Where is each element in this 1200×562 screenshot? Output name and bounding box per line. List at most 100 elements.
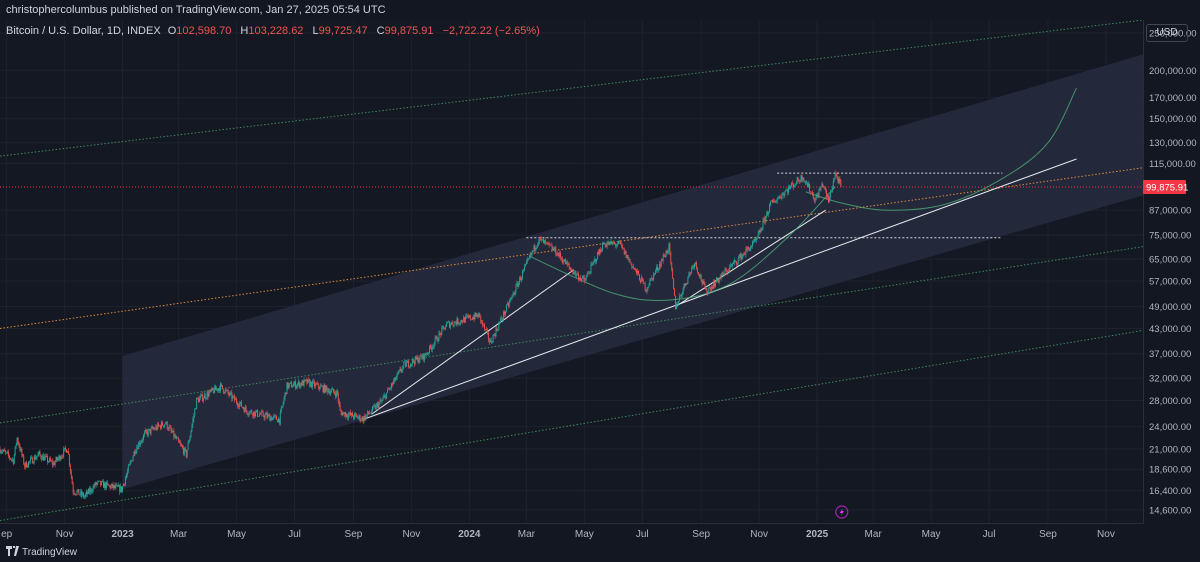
- candle: [148, 428, 150, 431]
- candle: [762, 217, 764, 231]
- candle-body: [88, 488, 90, 493]
- candle-body: [606, 243, 608, 247]
- candle-body: [231, 392, 233, 400]
- candle-body: [498, 323, 500, 330]
- candle: [151, 424, 153, 429]
- candle-body: [92, 486, 94, 492]
- candle-body: [679, 295, 681, 297]
- candle-body: [818, 189, 820, 198]
- candle-body: [517, 283, 519, 287]
- candle: [90, 487, 92, 495]
- candle-body: [267, 414, 269, 418]
- candle: [180, 440, 181, 447]
- candle: [382, 395, 384, 402]
- candle-body: [510, 297, 512, 300]
- candle: [7, 450, 9, 455]
- candle: [704, 281, 706, 290]
- candle-body: [682, 288, 684, 294]
- candle-body: [545, 242, 547, 243]
- candle: [775, 199, 777, 204]
- candle: [623, 247, 625, 256]
- candle: [299, 382, 301, 389]
- candle-body: [15, 444, 17, 447]
- candle: [495, 325, 497, 338]
- candle: [241, 406, 243, 409]
- candle-body: [63, 449, 65, 457]
- currency-selector[interactable]: USD: [1146, 24, 1188, 42]
- candle: [118, 482, 120, 487]
- candle: [742, 253, 744, 259]
- candle: [341, 410, 343, 417]
- candle-body: [660, 260, 662, 267]
- candle-body: [584, 279, 586, 281]
- candle-body: [404, 361, 406, 363]
- candle-body: [536, 246, 538, 248]
- candle-body: [192, 419, 194, 426]
- candle: [186, 449, 188, 459]
- y-tick-label: 170,000.00: [1149, 93, 1197, 104]
- tradingview-brand[interactable]: TradingView: [22, 547, 78, 558]
- candle-body: [391, 383, 392, 389]
- candle: [212, 387, 214, 391]
- candle: [723, 272, 725, 276]
- candle: [205, 397, 207, 400]
- candle-body: [549, 244, 551, 246]
- candle: [518, 281, 520, 288]
- candle-body: [215, 386, 217, 390]
- candle-body: [657, 266, 658, 271]
- candle-body: [637, 270, 638, 274]
- candle: [370, 412, 371, 414]
- candle: [738, 254, 740, 261]
- candle-body: [491, 342, 493, 344]
- candle: [833, 177, 835, 183]
- candle: [714, 279, 715, 289]
- candle: [351, 412, 352, 419]
- candle-body: [103, 481, 105, 488]
- candle-body: [548, 242, 550, 245]
- candle-body: [700, 275, 702, 281]
- candle: [724, 267, 726, 276]
- candle-body: [826, 189, 828, 197]
- candle: [488, 337, 490, 345]
- candle: [436, 335, 438, 342]
- candle-body: [495, 328, 497, 337]
- candle: [535, 247, 537, 253]
- candle: [429, 345, 430, 355]
- candle-body: [84, 496, 86, 498]
- candle-body: [557, 252, 559, 256]
- candle-body: [603, 243, 605, 245]
- price-chart[interactable]: 250,000.00200,000.00170,000.00150,000.00…: [0, 0, 1200, 545]
- x-tick-label: Sep: [692, 529, 710, 540]
- candle-body: [376, 403, 378, 405]
- candle-body: [788, 186, 790, 193]
- candle-body: [333, 388, 334, 392]
- candle-body: [145, 429, 147, 432]
- candle: [765, 215, 767, 225]
- candle-body: [580, 277, 581, 281]
- candle-body: [437, 340, 439, 342]
- candle: [497, 329, 499, 332]
- candle: [371, 409, 372, 414]
- candle: [816, 192, 818, 198]
- candle: [404, 359, 406, 363]
- candle-body: [380, 400, 382, 402]
- candle: [99, 480, 101, 482]
- candle-body: [552, 248, 554, 251]
- candle: [259, 412, 261, 415]
- candle: [281, 405, 283, 409]
- candle-body: [268, 414, 270, 416]
- candle: [273, 414, 275, 421]
- candle: [12, 458, 14, 466]
- candle: [474, 311, 476, 320]
- candle: [840, 179, 842, 188]
- candle-body: [171, 430, 173, 433]
- candle-body: [282, 403, 284, 407]
- candle: [549, 244, 551, 246]
- tradingview-logo-icon[interactable]: [6, 546, 20, 559]
- candle-body: [509, 299, 511, 302]
- candle-body: [71, 476, 73, 485]
- candle: [249, 410, 251, 416]
- candle-body: [810, 191, 811, 193]
- candle-body: [316, 383, 318, 385]
- candle: [483, 323, 485, 328]
